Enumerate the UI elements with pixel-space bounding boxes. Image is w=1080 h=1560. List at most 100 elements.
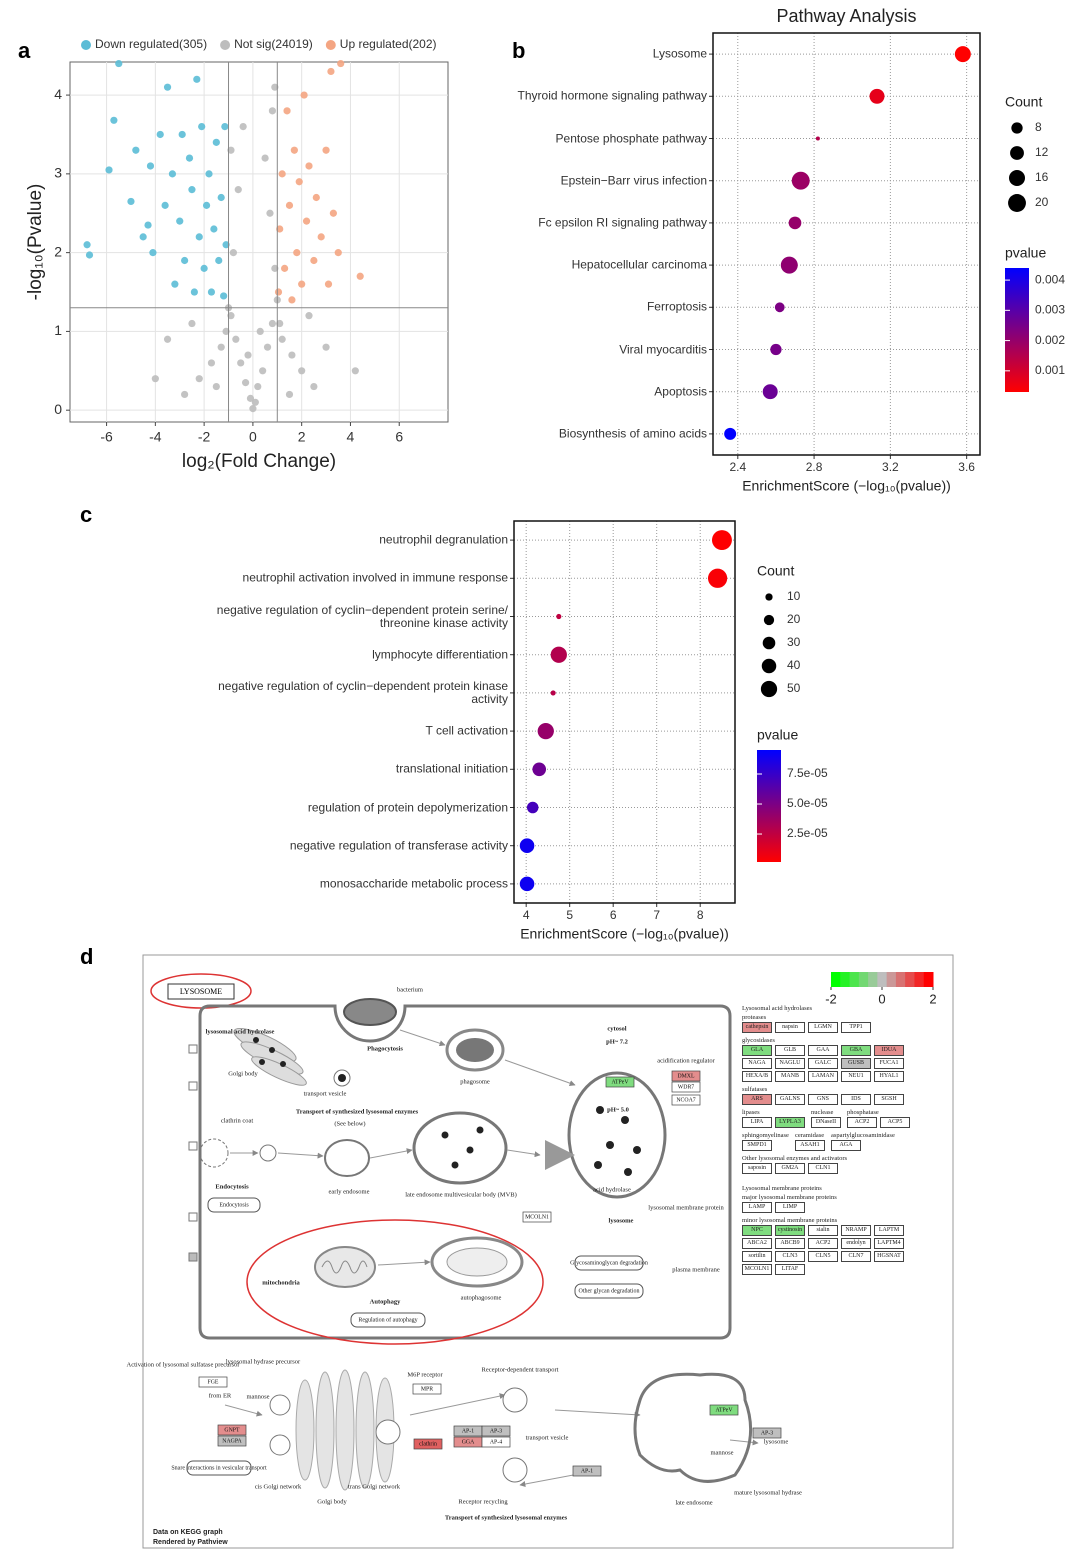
gene-box: HEXA/B <box>742 1071 772 1082</box>
colorbar-label: 0.004 <box>1035 272 1065 286</box>
gene-box: MCOLN1 <box>742 1264 772 1275</box>
colorbar-label: 0.002 <box>1035 333 1065 347</box>
scale-segment <box>923 972 934 987</box>
group-title: Other lysosomal enzymes and activators <box>742 1155 848 1162</box>
footer-label: Data on KEGG graph <box>153 1529 223 1536</box>
gene-row: DNaseII <box>811 1117 841 1128</box>
gene-row: cathepsin napsin LGMN TPP1 <box>742 1022 871 1033</box>
diagram-label: Receptor-dependent transport <box>482 1366 559 1373</box>
y-tick-label: Viral myocarditis <box>619 342 707 356</box>
gene-box: GALNS <box>775 1094 805 1105</box>
plot-area <box>514 521 735 903</box>
late-endosome <box>412 1111 508 1185</box>
gene-group: phosphatase ACP2 ACP5 <box>847 1108 910 1128</box>
legend-swatch <box>81 40 91 50</box>
point <box>232 335 240 343</box>
gene-row: LAMP LIMP <box>742 1202 837 1213</box>
point <box>244 351 252 359</box>
diagram-label: autophagosome <box>461 1294 502 1301</box>
point <box>239 122 247 131</box>
section-title: Lysosomal acid hydrolases <box>742 1005 813 1012</box>
point <box>310 256 318 265</box>
diagram-label: clathrin coat <box>221 1117 253 1124</box>
pathway-link <box>574 1255 644 1271</box>
group-title: phosphatase <box>847 1109 879 1116</box>
point <box>171 280 179 288</box>
point <box>261 154 269 162</box>
point <box>205 170 213 178</box>
late-endosome-bottom <box>633 1372 753 1483</box>
diagram-label: acid hydrolase <box>593 1186 631 1193</box>
y-tick-label: negative regulation of cyclin−dependent … <box>218 678 508 706</box>
diagram-label: acidification regulator <box>657 1057 715 1064</box>
diagram-label: lysosome <box>609 1217 634 1224</box>
gene-box <box>671 1094 701 1106</box>
highlight-ellipse <box>246 1219 544 1345</box>
scale-segment <box>858 972 869 987</box>
point <box>156 130 164 139</box>
point <box>254 382 262 391</box>
y-tick-label: Epstein−Barr virus infection <box>560 173 707 188</box>
diagram-label: cis Golgi network <box>255 1483 302 1490</box>
point <box>83 241 91 249</box>
scale-segment <box>905 972 915 987</box>
gene-box: saposin <box>742 1163 772 1174</box>
scale-label: 2 <box>929 991 936 1006</box>
x-tick-label: 8 <box>697 908 704 922</box>
point <box>271 83 279 91</box>
gene-box: CLN3 <box>775 1251 805 1262</box>
gene-box <box>217 1435 247 1447</box>
gene-box: GNS <box>808 1094 838 1105</box>
colorbar <box>757 750 781 862</box>
point <box>278 170 286 178</box>
gene-box <box>413 1438 443 1450</box>
point <box>210 225 218 233</box>
y-tick-label: Fc epsilon RI signaling pathway <box>538 215 707 230</box>
diagram-label: lysosomal membrane protein <box>648 1204 724 1211</box>
gene-box <box>752 1427 782 1439</box>
diagram-label: Golgi body <box>228 1070 258 1077</box>
gene-group: lipases LIPA LYPLA3 <box>742 1108 805 1128</box>
phagosome-content <box>456 1038 494 1062</box>
point <box>181 256 189 265</box>
legend-label: 20 <box>1035 195 1049 209</box>
gene-group: aspartylglucosaminidase AGA <box>830 1131 895 1151</box>
dot <box>791 171 810 190</box>
legend-label: 8 <box>1035 120 1042 134</box>
gene-box: NPC <box>742 1225 772 1236</box>
gene-group: glycosidases GLA GLB GAA GBA IDUA NAGA NAGLU GAL… <box>742 1036 922 1082</box>
point <box>334 249 342 257</box>
y-tick-label: Hepatocellular carcinoma <box>571 257 707 272</box>
x-tick-label: 2 <box>298 429 306 445</box>
x-tick-label: 5 <box>566 908 573 922</box>
group-title: glycosidases <box>742 1037 775 1044</box>
gene-label: MPR <box>421 1386 433 1392</box>
y-tick-label: Biosynthesis of amino acids <box>558 426 707 441</box>
legend-label: Down regulated(305) <box>95 37 207 51</box>
gene-box: TPP1 <box>841 1022 871 1033</box>
point <box>237 359 245 367</box>
dot <box>519 838 535 853</box>
pathway-link <box>574 1283 644 1299</box>
gene-box: napsin <box>775 1022 805 1033</box>
x-tick-label: 3.6 <box>958 460 975 474</box>
diagram-label: from ER <box>209 1392 232 1399</box>
legend-size <box>761 658 777 674</box>
pathway-link-label: Snare interactions in vesicular transpor… <box>171 1465 267 1471</box>
gene-box: NAGA <box>742 1058 772 1069</box>
diagram-label: Transport of synthesized lysosomal enzym… <box>296 1108 419 1115</box>
gene-group: sulfatases ARS GALNS GNS IDS SGSH <box>742 1085 904 1105</box>
kegg-frame <box>142 954 954 1549</box>
diagram-label: transport vesicle <box>304 1090 347 1097</box>
point <box>200 264 208 272</box>
point <box>259 367 267 375</box>
gene-group: ceramidase ASAH1 <box>794 1131 825 1151</box>
scale-segment <box>895 972 906 987</box>
colorbar-label: 7.5e-05 <box>787 766 828 780</box>
dot <box>550 646 567 663</box>
gene-box: GAA <box>808 1045 838 1056</box>
gene-row: GLA GLB GAA GBA IDUA NAGA NAGLU GALC GUSB FUCA1 HE… <box>742 1045 922 1082</box>
membrane-proteins <box>188 1044 198 1262</box>
point <box>132 146 140 154</box>
